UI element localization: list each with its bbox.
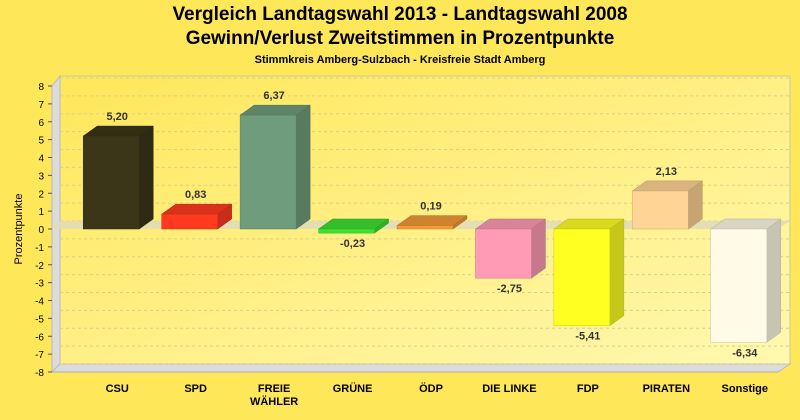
y-tick-label: 5 bbox=[38, 136, 44, 147]
x-tick-label: Sonstige bbox=[722, 383, 768, 395]
bar-side bbox=[138, 125, 154, 230]
data-label: 0,83 bbox=[185, 189, 206, 201]
data-label: -5,41 bbox=[575, 331, 600, 343]
y-tick-label: 7 bbox=[38, 100, 44, 111]
data-label: -2,75 bbox=[497, 283, 522, 295]
y-tick-label: 0 bbox=[38, 225, 44, 236]
data-label: -0,23 bbox=[340, 238, 365, 250]
bar bbox=[318, 228, 375, 234]
x-tick-label: ÖDP bbox=[419, 382, 443, 395]
x-tick-label: CSU bbox=[106, 383, 129, 395]
bar-die linke bbox=[474, 218, 547, 279]
data-label: 2,13 bbox=[656, 166, 677, 178]
y-tick-label: 3 bbox=[38, 171, 44, 182]
y-tick-label: -1 bbox=[35, 243, 44, 254]
chart-title: Vergleich Landtagswahl 2013 - Landtagswa… bbox=[172, 4, 628, 25]
y-axis-label: Prozentpunkte bbox=[13, 194, 25, 265]
x-tick-label: FREIE bbox=[258, 383, 290, 395]
bar-fdp bbox=[553, 218, 625, 327]
bar-side bbox=[609, 218, 625, 327]
bar-spd bbox=[160, 203, 233, 230]
y-tick-label: 8 bbox=[38, 82, 44, 93]
bar bbox=[553, 228, 611, 326]
chart-subtitle: Gewinn/Verlust Zweitstimmen in Prozentpu… bbox=[185, 28, 615, 49]
y-tick-label: -2 bbox=[35, 261, 44, 272]
y-tick-label: -8 bbox=[35, 368, 44, 379]
bar-ödp bbox=[396, 215, 468, 230]
plot-floor bbox=[50, 363, 792, 373]
bar-grüne bbox=[317, 218, 390, 234]
data-label: -6,34 bbox=[732, 347, 758, 359]
data-label: 5,20 bbox=[107, 111, 128, 123]
bar-freie-wähler bbox=[239, 104, 311, 230]
bar-piraten bbox=[631, 180, 704, 230]
x-tick-label: GRÜNE bbox=[333, 382, 373, 395]
y-tick-label: 1 bbox=[38, 207, 44, 218]
bar bbox=[239, 114, 297, 230]
bar bbox=[82, 135, 140, 230]
y-tick-label: -5 bbox=[35, 314, 44, 325]
data-label: 6,37 bbox=[263, 90, 284, 102]
bar bbox=[475, 228, 532, 279]
data-label: 0,19 bbox=[420, 201, 441, 213]
bar bbox=[710, 228, 768, 343]
x-tick-label: WÄHLER bbox=[250, 395, 298, 408]
bar bbox=[632, 190, 689, 230]
bar-sonstige bbox=[709, 218, 782, 343]
y-tick-label: -4 bbox=[35, 297, 44, 308]
x-tick-label: DIE LINKE bbox=[482, 383, 536, 395]
y-tick-label: 4 bbox=[38, 154, 44, 165]
bar bbox=[161, 213, 218, 230]
x-tick-label: SPD bbox=[184, 383, 207, 395]
y-tick-label: -3 bbox=[35, 279, 44, 290]
y-tick-label: 2 bbox=[38, 189, 44, 200]
y-tick-label: -7 bbox=[35, 350, 44, 361]
bar-csu bbox=[82, 125, 155, 230]
x-tick-label: PIRATEN bbox=[643, 383, 691, 395]
y-tick-label: 6 bbox=[38, 118, 44, 129]
x-tick-label: FDP bbox=[577, 383, 599, 395]
bar bbox=[396, 225, 454, 230]
chart-subtitle-region: Stimmkreis Amberg-Sulzbach - Kreisfreie … bbox=[254, 54, 546, 66]
bar-side bbox=[531, 218, 546, 279]
bar-side bbox=[766, 218, 782, 343]
y-tick-label: -6 bbox=[35, 332, 44, 343]
bar-side bbox=[295, 104, 311, 230]
